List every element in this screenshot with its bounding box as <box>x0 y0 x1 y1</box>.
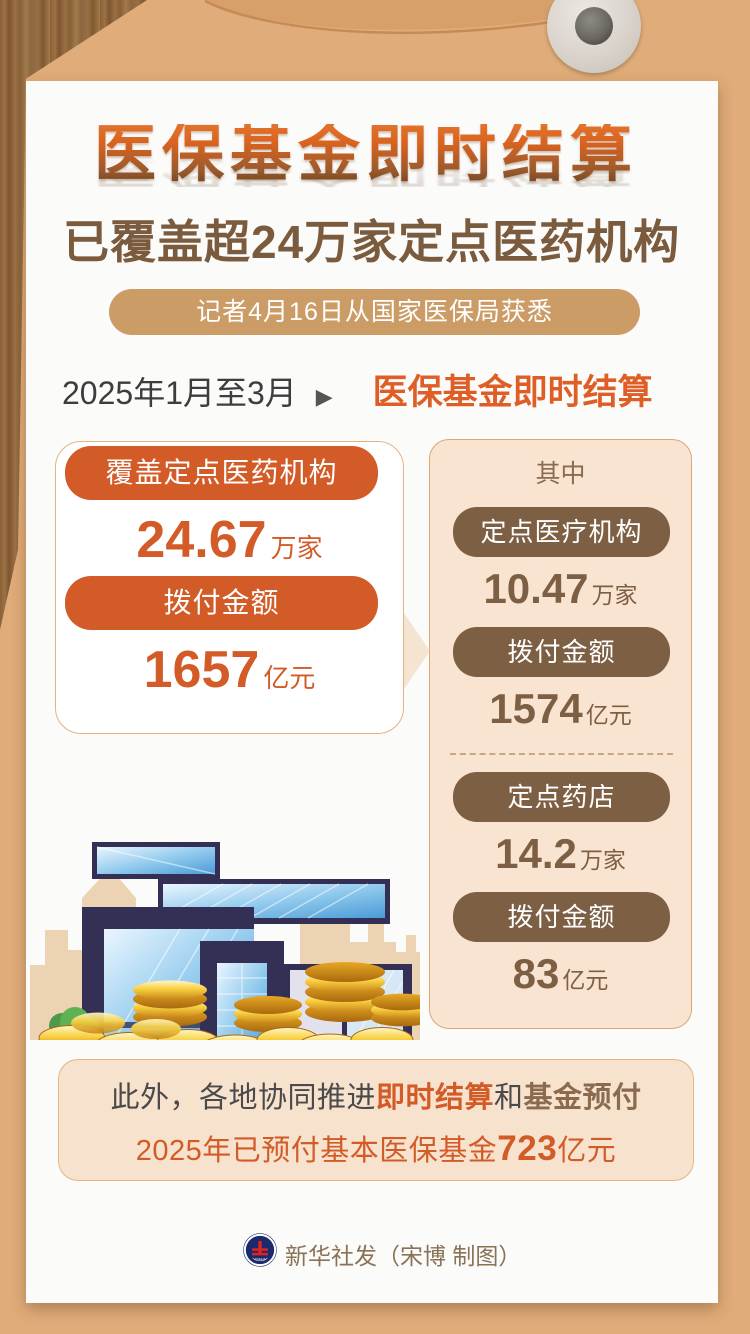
svg-text:XINHUA: XINHUA <box>255 1257 266 1261</box>
